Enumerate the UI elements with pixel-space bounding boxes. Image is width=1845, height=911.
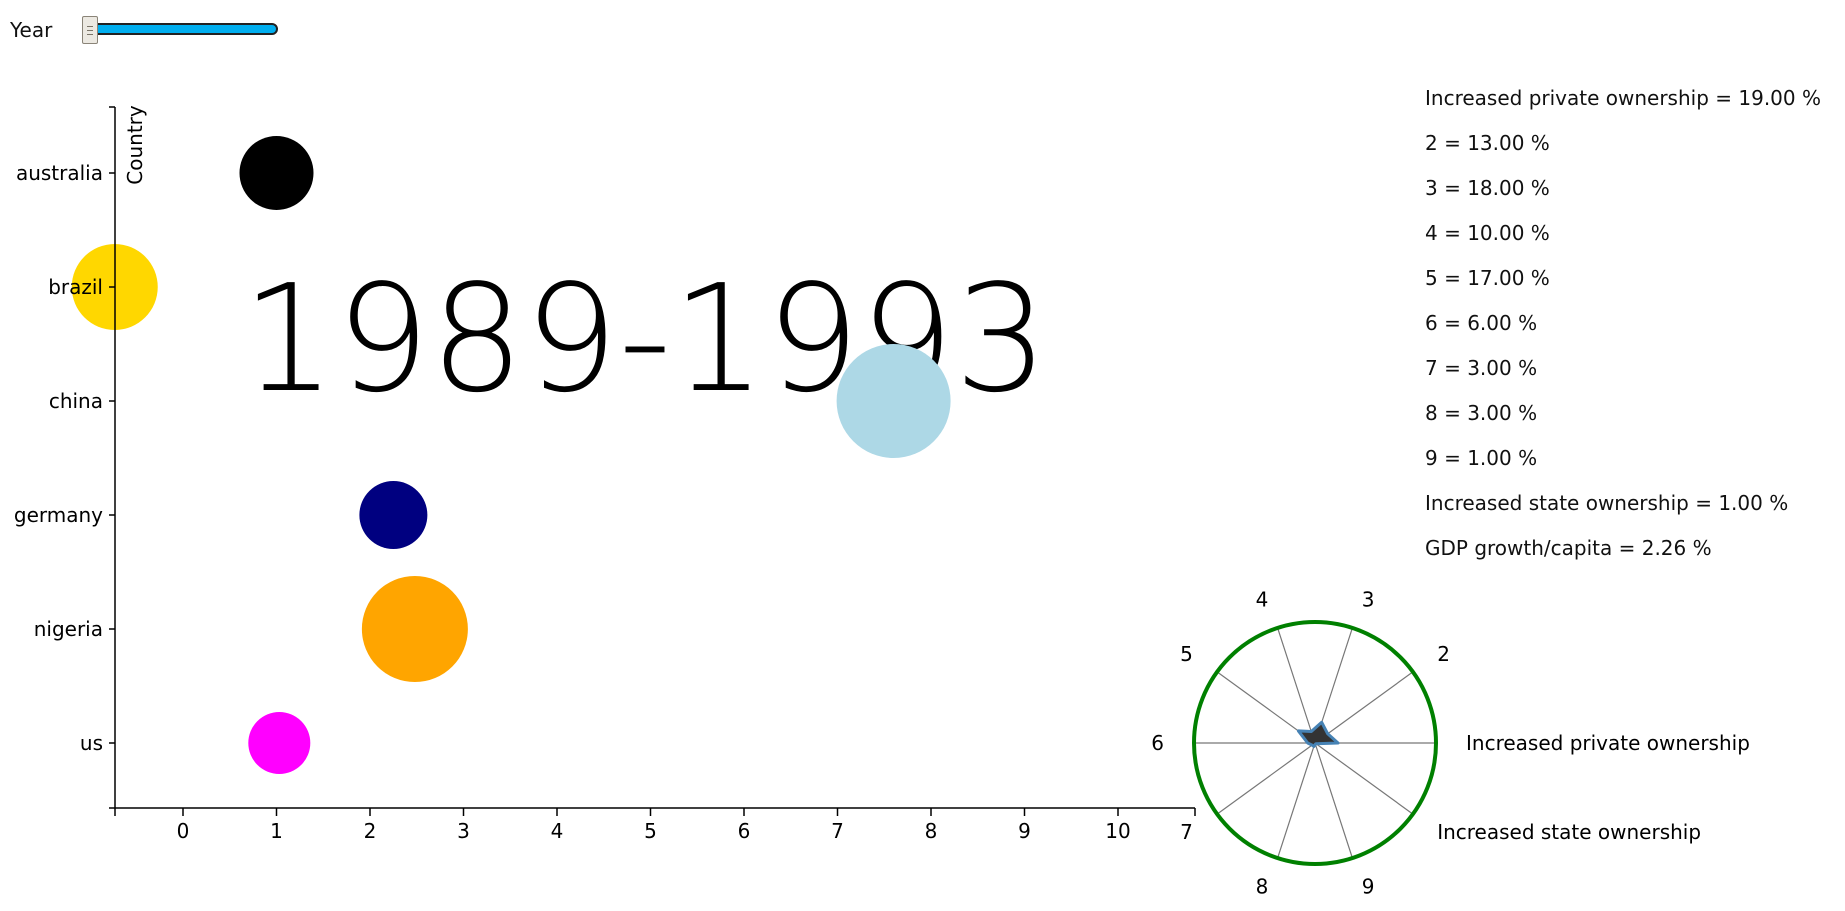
year-label: Year [10,18,53,42]
radar-chart: Increased private ownership 2 3 4 5 6 7 8 9 Incre… [1151,587,1750,898]
x-tick-label: 7 [831,819,844,843]
stat-line: 6 = 6.00 % [1425,311,1538,335]
x-tick-label: 4 [551,819,564,843]
radar-spoke [1216,742,1316,815]
y-tick-label-nigeria: nigeria [34,617,103,641]
x-tick-label: 5 [644,819,657,843]
radar-polygon [1296,720,1340,748]
radar-ring [1192,620,1438,866]
x-tick-label: 8 [925,819,938,843]
radar-axis-label: 4 [1256,587,1269,611]
radar-axis-label: 5 [1180,642,1193,666]
stat-line: 8 = 3.00 % [1425,401,1538,425]
bubble-us [248,712,311,774]
radar-spoke [1277,742,1316,859]
stat-line: 7 = 3.00 % [1425,356,1538,380]
radar-spoke [1277,627,1316,744]
bubble-australia [239,136,314,210]
radar-axis-label: 3 [1362,587,1375,611]
scatter-axes: australia brazil china germany nigeria us 0 1 2 3… [14,106,1196,843]
x-tick-label: 2 [364,819,377,843]
stat-line: Increased state ownership = 1.00 % [1425,491,1789,515]
radar-spoke [1314,671,1414,744]
stat-line: 9 = 1.00 % [1425,446,1538,470]
x-tick-label: 6 [738,819,751,843]
x-tick-label: 3 [457,819,470,843]
bubble-layer [71,136,951,774]
x-tick-label: 1 [270,819,283,843]
y-tick-label-brazil: brazil [48,275,103,299]
radar-spoke [1314,742,1414,815]
y-tick-label-australia: australia [16,161,103,185]
stat-line: GDP growth/capita = 2.26 % [1425,536,1712,560]
radar-axis-label: 2 [1437,642,1450,666]
radar-axis-label: Increased private ownership [1466,731,1750,755]
bubble-germany [359,481,428,549]
y-axis-title: Country [123,105,147,185]
x-tick-label: 9 [1018,819,1031,843]
stat-line: 2 = 13.00 % [1425,131,1550,155]
bubble-nigeria [361,576,468,682]
radar-axis-label: 9 [1362,875,1375,899]
radar-axis-label: 7 [1180,820,1193,844]
year-control: Year [0,0,300,60]
radar-axis-label: 8 [1256,875,1269,899]
x-tick-label: 0 [177,819,190,843]
bubble-china [836,344,951,458]
stat-line: Increased private ownership = 19.00 % [1425,86,1821,110]
radar-axis-label: 6 [1151,731,1164,755]
stats-panel: Increased private ownership = 19.00 % 2 =… [1425,80,1835,575]
y-tick-label-germany: germany [14,503,103,527]
x-tick-label: 10 [1105,819,1130,843]
radar-spoke [1314,742,1353,859]
y-tick-label-china: china [49,389,103,413]
stat-line: 3 = 18.00 % [1425,176,1550,200]
stat-line: 4 = 10.00 % [1425,221,1550,245]
radar-axis-label: Increased state ownership [1437,820,1701,844]
year-slider-thumb[interactable] [82,16,98,44]
stat-line: 5 = 17.00 % [1425,266,1550,290]
y-tick-label-us: us [80,731,103,755]
